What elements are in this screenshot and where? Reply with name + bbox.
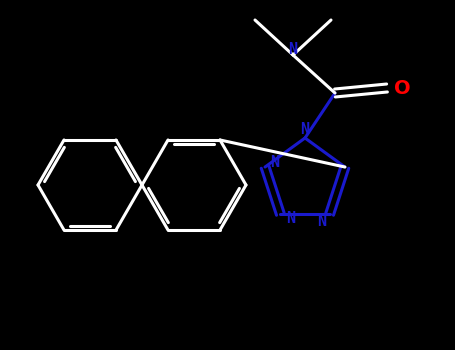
Text: N: N — [300, 122, 309, 138]
Text: N: N — [317, 215, 326, 230]
Text: N: N — [286, 211, 295, 226]
Text: O: O — [394, 78, 410, 98]
Text: N: N — [270, 154, 280, 169]
Text: N: N — [288, 42, 298, 56]
